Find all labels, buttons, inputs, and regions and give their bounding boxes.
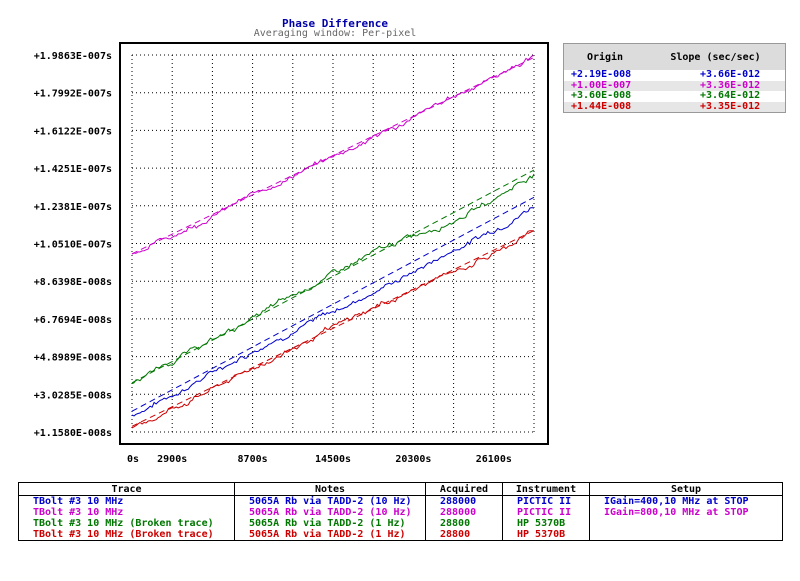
- fit-table: Origin Slope (sec/sec) +2.19E-008 +3.66E-…: [563, 43, 786, 113]
- legend-cell-notes: 5065A Rb via TADD-2 (1 Hz): [234, 518, 426, 529]
- series-trace-1: [131, 55, 535, 255]
- fit-slope-value: +3.66E-012: [700, 69, 761, 80]
- y-tick-label: +1.9863E-007s: [34, 51, 112, 62]
- y-tick-label: +1.0510E-007s: [34, 240, 112, 251]
- fit-origin-value: +2.19E-008: [571, 69, 632, 80]
- chart-subtitle: Averaging window: Per-pixel: [253, 28, 417, 39]
- legend-cell-instrument: HP 5370B: [502, 518, 590, 529]
- legend-row: TBolt #3 10 MHz 5065A Rb via TADD-2 (10 H…: [18, 495, 783, 507]
- legend-cell-setup: IGain=800,10 MHz at STOP: [589, 507, 783, 518]
- fit-table-header: Origin Slope (sec/sec): [564, 44, 785, 70]
- legend-cell-acquired: 288000: [425, 495, 503, 507]
- legend-cell-acquired: 28800: [425, 529, 503, 541]
- legend-cell-setup: IGain=400,10 MHz at STOP: [589, 495, 783, 507]
- fit-table-row: +3.60E-008 +3.64E-012: [564, 90, 785, 102]
- y-tick-label: +1.6122E-007s: [34, 126, 112, 137]
- x-tick-label: 8700s: [238, 454, 268, 465]
- legend-cell-trace: TBolt #3 10 MHz (Broken trace): [18, 518, 235, 529]
- fit-table-row: +1.44E-008 +3.35E-012: [564, 100, 785, 113]
- legend-header-instrument: Instrument: [502, 482, 590, 496]
- series-fit-line-3: [131, 230, 535, 427]
- legend-cell-instrument: PICTIC II: [502, 507, 590, 518]
- legend-cell-instrument: HP 5370B: [502, 529, 590, 541]
- chart-title: Phase Difference: [282, 17, 388, 30]
- y-tick-label: +1.1580E-008s: [34, 428, 112, 439]
- legend-header-setup: Setup: [589, 482, 783, 496]
- legend-cell-notes: 5065A Rb via TADD-2 (10 Hz): [234, 507, 426, 518]
- legend-cell-notes: 5065A Rb via TADD-2 (1 Hz): [234, 529, 426, 541]
- y-tick-label: +3.0285E-008s: [34, 390, 112, 401]
- fit-table-rows: +2.19E-008 +3.66E-012 +1.00E-007 +3.36E-012…: [564, 69, 785, 113]
- x-tick-label: 2900s: [157, 454, 187, 465]
- series-trace-2: [131, 173, 535, 385]
- fit-slope-value: +3.36E-012: [700, 79, 761, 91]
- fit-slope-value: +3.35E-012: [700, 100, 761, 112]
- x-tick-label: 14500s: [315, 454, 351, 465]
- legend-row: TBolt #3 10 MHz (Broken trace) 5065A Rb v…: [18, 518, 783, 529]
- series-fit-line-0: [131, 196, 535, 412]
- fit-origin-value: +1.00E-007: [571, 79, 632, 91]
- fit-table-row: +2.19E-008 +3.66E-012: [564, 69, 785, 81]
- y-tick-label: +1.7992E-007s: [34, 89, 112, 100]
- y-tick-label: +6.7694E-008s: [34, 315, 112, 326]
- x-tick-label: 26100s: [476, 454, 512, 465]
- trace-legend-table: Trace Notes Acquired Instrument Setup TB…: [18, 482, 783, 541]
- y-tick-label: +1.4251E-007s: [34, 164, 112, 175]
- fit-table-row: +1.00E-007 +3.36E-012: [564, 79, 785, 92]
- legend-cell-setup: [589, 518, 783, 529]
- y-tick-label: +8.6398E-008s: [34, 277, 112, 288]
- x-tick-label: 20300s: [395, 454, 431, 465]
- legend-cell-acquired: 28800: [425, 518, 503, 529]
- legend-header-notes: Notes: [234, 482, 426, 496]
- y-tick-label: +1.2381E-007s: [34, 202, 112, 213]
- legend-row: TBolt #3 10 MHz (Broken trace) 5065A Rb v…: [18, 529, 783, 541]
- legend-cell-setup: [589, 529, 783, 541]
- fit-header-slope: Slope (sec/sec): [670, 51, 761, 63]
- legend-cell-trace: TBolt #3 10 MHz (Broken trace): [18, 529, 235, 541]
- fit-header-origin: Origin: [586, 51, 624, 63]
- legend-header-row: Trace Notes Acquired Instrument Setup: [18, 482, 783, 496]
- x-tick-label: 0s: [127, 454, 139, 465]
- legend-body: TBolt #3 10 MHz 5065A Rb via TADD-2 (10 H…: [18, 495, 783, 541]
- fit-origin-value: +1.44E-008: [571, 100, 632, 112]
- legend-header-acquired: Acquired: [425, 482, 503, 496]
- fit-slope-value: +3.64E-012: [700, 90, 761, 101]
- legend-cell-instrument: PICTIC II: [502, 495, 590, 507]
- fit-origin-value: +3.60E-008: [571, 90, 632, 101]
- series-fit-line-1: [131, 56, 535, 255]
- legend-cell-notes: 5065A Rb via TADD-2 (10 Hz): [234, 495, 426, 507]
- legend-cell-acquired: 288000: [425, 507, 503, 518]
- legend-cell-trace: TBolt #3 10 MHz: [18, 495, 235, 507]
- legend-cell-trace: TBolt #3 10 MHz: [18, 507, 235, 518]
- legend-row: TBolt #3 10 MHz 5065A Rb via TADD-2 (10 H…: [18, 507, 783, 518]
- series-fit-line-2: [131, 169, 535, 384]
- series-trace-3: [131, 230, 535, 429]
- series-trace-0: [131, 207, 535, 417]
- phase-difference-chart: +1.9863E-007s +1.7992E-007s +1.6122E-007s +…: [34, 42, 549, 465]
- y-tick-label: +4.8989E-008s: [34, 353, 112, 364]
- legend-header-trace: Trace: [18, 482, 235, 496]
